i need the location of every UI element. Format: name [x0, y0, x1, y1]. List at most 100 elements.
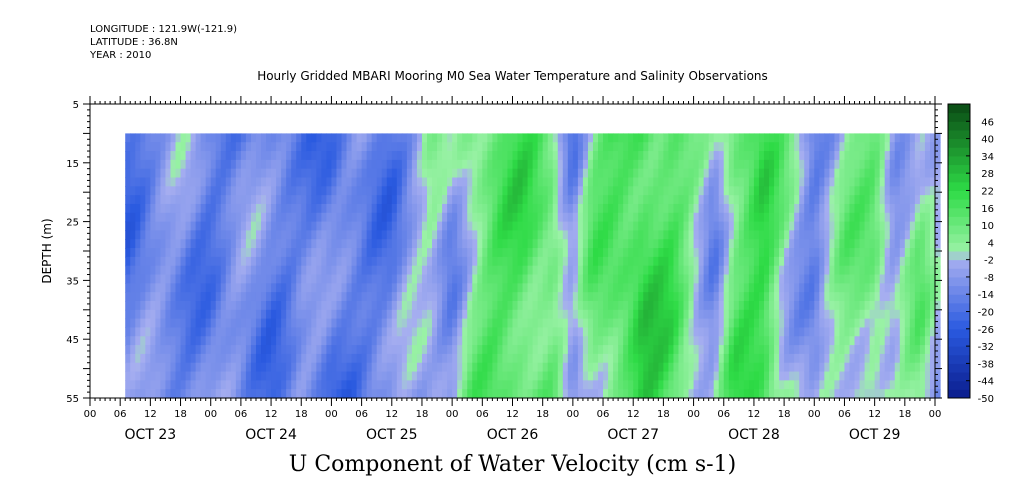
heatmap-cell	[784, 133, 790, 143]
heatmap-cell	[784, 345, 790, 355]
heatmap-cell	[255, 239, 262, 249]
heatmap-cell	[789, 248, 795, 258]
heatmap-cell	[467, 336, 473, 346]
heatmap-cell	[150, 239, 156, 249]
heatmap-cell	[774, 265, 780, 276]
heatmap-cell	[884, 362, 891, 373]
heatmap-cell	[592, 248, 599, 258]
heatmap-cell	[371, 380, 378, 390]
heatmap-cell	[542, 336, 549, 346]
heatmap-cell	[547, 239, 554, 249]
heatmap-cell	[437, 327, 443, 337]
heatmap-cell	[889, 283, 896, 293]
heatmap-cell	[758, 239, 765, 249]
heatmap-cell	[316, 380, 322, 390]
heatmap-cell	[849, 151, 856, 161]
heatmap-cell	[743, 248, 750, 258]
heatmap-cell	[215, 186, 222, 196]
heatmap-cell	[255, 380, 262, 390]
heatmap-cell	[452, 283, 458, 293]
heatmap-cell	[492, 380, 499, 390]
heatmap-cell	[693, 203, 700, 214]
heatmap-cell	[789, 300, 795, 311]
heatmap-cell	[592, 318, 599, 329]
heatmap-cell	[799, 195, 805, 205]
heatmap-cell	[497, 195, 504, 205]
heatmap-cell	[668, 186, 675, 196]
heatmap-cell	[331, 203, 338, 214]
heatmap-cell	[814, 283, 820, 293]
heatmap-cell	[844, 309, 851, 320]
heatmap-cell	[396, 309, 403, 320]
heatmap-cell	[562, 177, 569, 187]
heatmap-cell	[935, 353, 941, 364]
heatmap-cell	[230, 133, 237, 143]
heatmap-cell	[180, 195, 187, 205]
heatmap-cell	[301, 151, 307, 161]
heatmap-cell	[195, 353, 202, 364]
heatmap-cell	[854, 239, 861, 249]
heatmap-cell	[557, 177, 564, 187]
heatmap-cell	[929, 142, 936, 152]
heatmap-cell	[190, 336, 197, 346]
heatmap-cell	[603, 327, 609, 337]
heatmap-cell	[205, 362, 212, 373]
heatmap-cell	[170, 142, 177, 152]
heatmap-cell	[693, 274, 700, 284]
heatmap-cell	[190, 389, 197, 399]
heatmap-cell	[587, 274, 594, 284]
heatmap-cell	[155, 371, 162, 381]
heatmap-cell	[693, 151, 700, 161]
heatmap-cell	[648, 203, 654, 214]
heatmap-cell	[879, 256, 886, 267]
heatmap-cell	[281, 362, 287, 373]
heatmap-cell	[653, 265, 659, 276]
heatmap-cell	[286, 151, 292, 161]
heatmap-cell	[779, 248, 785, 258]
heatmap-cell	[914, 274, 921, 284]
heatmap-cell	[185, 318, 192, 329]
heatmap-cell	[306, 142, 312, 152]
heatmap-cell	[804, 362, 810, 373]
heatmap-cell	[286, 389, 292, 399]
heatmap-cell	[924, 318, 931, 329]
heatmap-cell	[396, 274, 403, 284]
heatmap-cell	[527, 345, 534, 355]
heatmap-cell	[155, 300, 162, 311]
heatmap-cell	[457, 256, 463, 267]
heatmap-cell	[281, 195, 287, 205]
heatmap-cell	[688, 230, 695, 240]
heatmap-cell	[215, 362, 222, 373]
heatmap-cell	[592, 336, 599, 346]
heatmap-cell	[271, 221, 277, 232]
heatmap-cell	[688, 380, 695, 390]
heatmap-cell	[416, 318, 423, 329]
heatmap-cell	[396, 318, 403, 329]
heatmap-cell	[326, 256, 333, 267]
heatmap-cell	[140, 212, 146, 223]
heatmap-cell	[572, 239, 579, 249]
heatmap-cell	[924, 203, 931, 214]
heatmap-cell	[567, 212, 574, 223]
heatmap-cell	[140, 177, 146, 187]
heatmap-cell	[743, 389, 750, 399]
heatmap-cell	[482, 186, 488, 196]
heatmap-cell	[582, 212, 589, 223]
heatmap-cell	[381, 177, 388, 187]
heatmap-cell	[844, 142, 851, 152]
heatmap-cell	[472, 203, 478, 214]
heatmap-cell	[804, 274, 810, 284]
heatmap-cell	[698, 239, 705, 249]
heatmap-cell	[286, 239, 292, 249]
heatmap-cell	[406, 186, 413, 196]
heatmap-cell	[462, 203, 468, 214]
heatmap-cell	[608, 353, 614, 364]
heatmap-cell	[884, 318, 891, 329]
heatmap-cell	[291, 274, 297, 284]
heatmap-cell	[929, 362, 936, 373]
heatmap-cell	[230, 300, 237, 311]
heatmap-cell	[261, 309, 267, 320]
heatmap-cell	[914, 195, 921, 205]
heatmap-cell	[230, 159, 237, 170]
heatmap-cell	[587, 292, 594, 302]
